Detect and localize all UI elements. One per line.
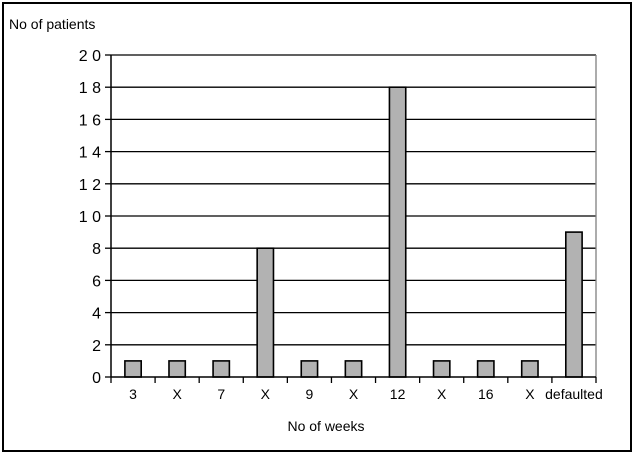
- x-tick-label: 16: [478, 386, 494, 402]
- y-tick-label: 8: [92, 241, 101, 258]
- bar: [124, 360, 143, 378]
- y-tick-label: 4: [92, 306, 101, 323]
- x-tick-label: X: [525, 386, 535, 402]
- axes: [110, 55, 597, 378]
- y-tick-label: 2 0: [79, 48, 101, 65]
- y-tick-label: 0: [92, 370, 101, 387]
- x-tick-label: defaulted: [545, 386, 603, 402]
- x-tick-label: X: [349, 386, 359, 402]
- x-tick-label: 3: [129, 386, 137, 402]
- gridlines: [111, 54, 596, 346]
- bar: [344, 360, 363, 378]
- x-tick-label: 9: [306, 386, 314, 402]
- x-tick-label: X: [261, 386, 271, 402]
- y-tick-label: 2: [92, 338, 101, 355]
- y-tick-label: 1 4: [79, 145, 101, 162]
- bar: [212, 360, 231, 378]
- y-tick-label: 1 8: [79, 80, 101, 97]
- bar: [256, 247, 275, 378]
- y-tick-label: 6: [92, 273, 101, 290]
- bar: [168, 360, 187, 378]
- y-axis-label: No of patients: [9, 16, 95, 32]
- bar: [520, 360, 539, 378]
- y-tick-label: 1 0: [79, 209, 101, 226]
- bar: [476, 360, 495, 378]
- bar: [564, 231, 583, 378]
- y-tick-label: 1 2: [79, 177, 101, 194]
- y-tick-label: 1 6: [79, 112, 101, 129]
- x-tick-label: X: [172, 386, 182, 402]
- y-ticks: 0 2 4 6 8 1 0 1 2 1 4 1 6 1 8 2 0: [79, 48, 111, 387]
- bars: [124, 86, 583, 378]
- x-axis-label: No of weeks: [287, 418, 364, 434]
- bar: [300, 360, 319, 378]
- x-tick-label: 7: [217, 386, 225, 402]
- bar: [388, 86, 407, 378]
- x-tick-label: X: [437, 386, 447, 402]
- x-tick-label: 12: [390, 386, 406, 402]
- bar: [432, 360, 451, 378]
